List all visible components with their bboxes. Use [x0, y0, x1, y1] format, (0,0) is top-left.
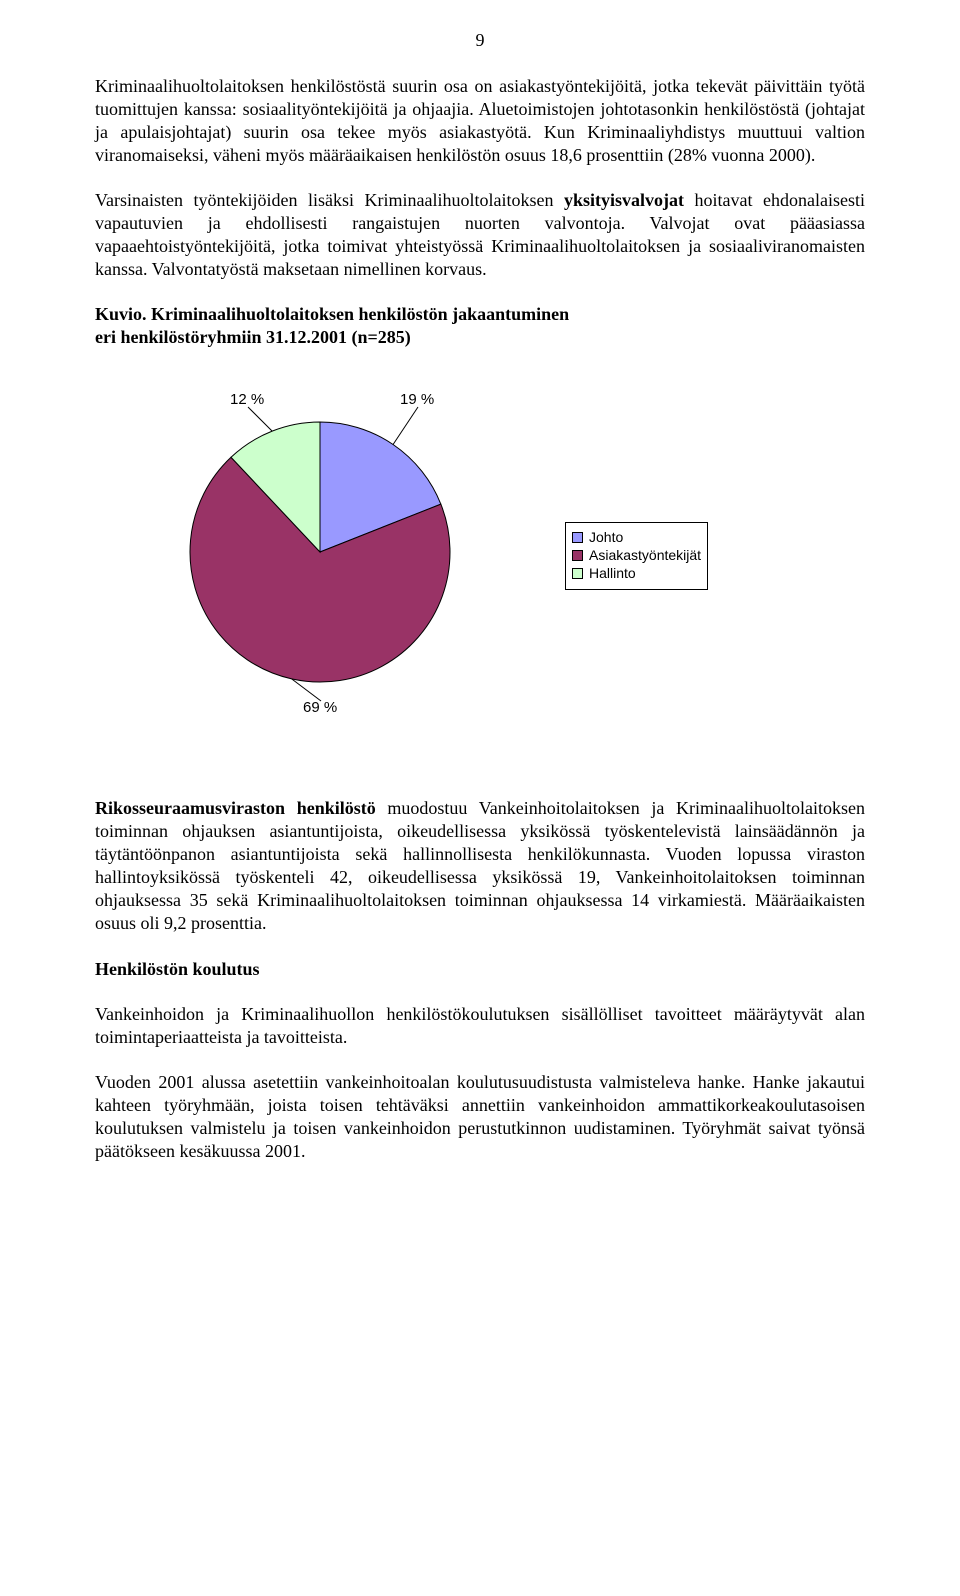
leader-line: [248, 407, 272, 431]
bold-term-yksityisvalvojat: yksityisvalvojat: [564, 190, 684, 210]
text-run: Varsinaisten työntekijöiden lisäksi Krim…: [95, 190, 564, 210]
pie-chart: 12 % 19 % 69 % Johto Asiakastyöntekijät Halli…: [95, 377, 705, 717]
bold-term-rikosseuraamusviraston: Rikosseuraamusviraston henkilöstö: [95, 798, 376, 818]
chart-title: Kuvio. Kriminaalihuoltolaitoksen henkilö…: [95, 303, 865, 349]
paragraph-3: Rikosseuraamusviraston henkilöstö muodos…: [95, 797, 865, 935]
legend-item: Hallinto: [572, 565, 701, 581]
legend-label: Asiakastyöntekijät: [589, 547, 701, 563]
text-run: muodostuu Vankeinhoitolaitoksen ja Krimi…: [95, 798, 865, 933]
chart-legend: Johto Asiakastyöntekijät Hallinto: [565, 522, 708, 590]
paragraph-5: Vuoden 2001 alussa asetettiin vankeinhoi…: [95, 1071, 865, 1163]
document-page: 9 Kriminaalihuoltolaitoksen henkilöstöst…: [0, 0, 960, 1203]
chart-title-line-2: eri henkilöstöryhmiin 31.12.2001 (n=285): [95, 327, 411, 347]
paragraph-1: Kriminaalihuoltolaitoksen henkilöstöstä …: [95, 75, 865, 167]
legend-label: Hallinto: [589, 565, 636, 581]
leader-line: [393, 407, 418, 444]
chart-title-line-1: Kuvio. Kriminaalihuoltolaitoksen henkilö…: [95, 304, 569, 324]
legend-item: Johto: [572, 529, 701, 545]
subheading-koulutus: Henkilöstön koulutus: [95, 958, 865, 981]
paragraph-2: Varsinaisten työntekijöiden lisäksi Krim…: [95, 189, 865, 281]
page-number: 9: [95, 30, 865, 51]
legend-swatch: [572, 532, 583, 543]
legend-swatch: [572, 568, 583, 579]
pie-percent-label: 19 %: [400, 391, 434, 408]
legend-label: Johto: [589, 529, 623, 545]
legend-swatch: [572, 550, 583, 561]
pie-percent-label: 69 %: [303, 699, 337, 716]
paragraph-4: Vankeinhoidon ja Kriminaalihuollon henki…: [95, 1003, 865, 1049]
pie-percent-label: 12 %: [230, 391, 264, 408]
legend-item: Asiakastyöntekijät: [572, 547, 701, 563]
